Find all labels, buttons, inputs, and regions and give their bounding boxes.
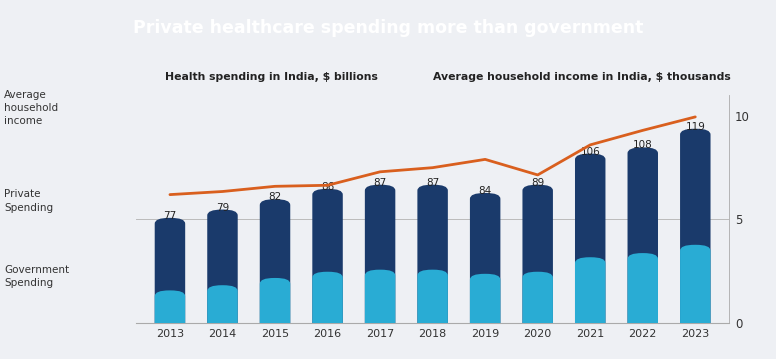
Text: Health spending in India, $ billions: Health spending in India, $ billions: [165, 72, 379, 82]
Text: 79: 79: [216, 202, 229, 213]
FancyBboxPatch shape: [628, 253, 658, 329]
Text: 82: 82: [268, 192, 282, 202]
Text: 86: 86: [321, 182, 334, 192]
FancyBboxPatch shape: [628, 148, 658, 329]
FancyBboxPatch shape: [260, 199, 290, 329]
FancyBboxPatch shape: [154, 218, 185, 329]
FancyBboxPatch shape: [207, 210, 237, 329]
Text: 84: 84: [479, 186, 492, 196]
FancyBboxPatch shape: [365, 270, 395, 329]
FancyBboxPatch shape: [470, 193, 501, 329]
Text: 89: 89: [531, 178, 544, 188]
FancyBboxPatch shape: [312, 272, 343, 329]
Text: Government
Spending: Government Spending: [4, 265, 69, 288]
FancyBboxPatch shape: [522, 185, 553, 329]
Text: 108: 108: [633, 140, 653, 150]
FancyBboxPatch shape: [207, 285, 237, 329]
FancyBboxPatch shape: [470, 274, 501, 329]
FancyBboxPatch shape: [260, 278, 290, 329]
Text: Private healthcare spending more than government: Private healthcare spending more than go…: [133, 19, 643, 37]
Text: Average
household
income: Average household income: [4, 89, 58, 126]
FancyBboxPatch shape: [312, 189, 343, 329]
FancyBboxPatch shape: [365, 185, 395, 329]
Text: Average household income in India, $ thousands: Average household income in India, $ tho…: [433, 72, 730, 82]
FancyBboxPatch shape: [680, 129, 711, 329]
FancyBboxPatch shape: [417, 270, 448, 329]
FancyBboxPatch shape: [680, 245, 711, 329]
Text: 106: 106: [580, 147, 600, 157]
FancyBboxPatch shape: [522, 272, 553, 329]
Text: 87: 87: [373, 178, 386, 188]
Text: 87: 87: [426, 178, 439, 188]
FancyBboxPatch shape: [154, 290, 185, 329]
FancyBboxPatch shape: [575, 154, 605, 329]
Text: Private
Spending: Private Spending: [4, 190, 53, 213]
FancyBboxPatch shape: [575, 257, 605, 329]
Text: 119: 119: [685, 122, 705, 132]
FancyBboxPatch shape: [417, 185, 448, 329]
Text: 77: 77: [163, 211, 177, 221]
